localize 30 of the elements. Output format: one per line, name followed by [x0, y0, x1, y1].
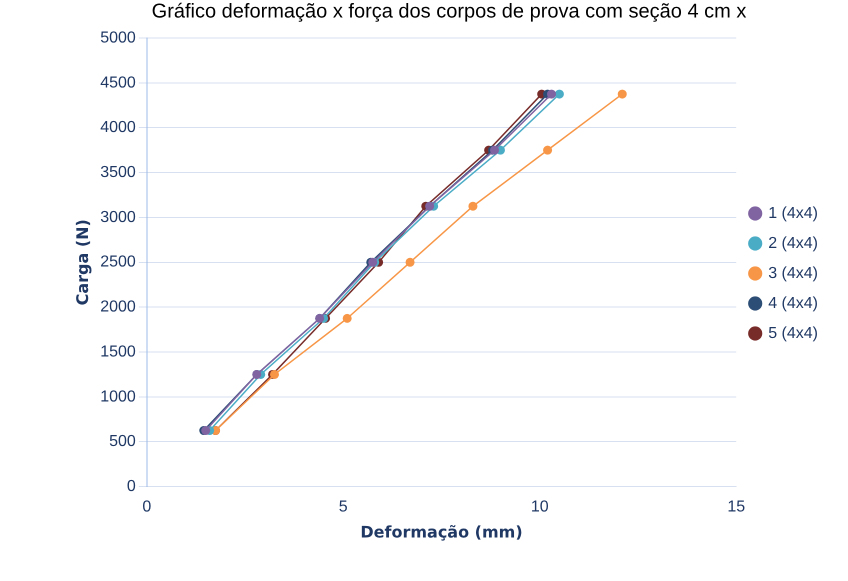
point: [543, 146, 552, 155]
x-axis-title: Deformação (mm): [360, 522, 523, 542]
point: [406, 258, 415, 267]
point: [547, 90, 556, 99]
x-tick-label: 15: [727, 498, 746, 516]
y-tick-label: 3000: [100, 208, 136, 226]
y-axis-title: Carga (N): [72, 219, 92, 306]
legend-label: 3 (4x4): [768, 264, 818, 282]
legend-label: 4 (4x4): [768, 294, 818, 312]
y-tick-label: 500: [109, 433, 136, 450]
y-tick-label: 2000: [100, 298, 136, 316]
point: [618, 90, 627, 99]
point: [342, 314, 352, 323]
legend-label: 2 (4x4): [768, 234, 818, 252]
x-tick-label: 0: [142, 498, 152, 516]
point: [554, 90, 564, 99]
legend-label: 5 (4x4): [768, 324, 818, 342]
y-tick-label: 4500: [100, 74, 136, 92]
y-tick-label: 2500: [100, 254, 136, 271]
y-tick-label: 5000: [100, 29, 136, 46]
chart-title: Gráfico deformação x força dos corpos de prova com seção 4 cm x: [152, 0, 746, 23]
x-tick-label: 5: [338, 498, 348, 516]
y-tick-label: 3500: [100, 164, 136, 181]
y-tick-label: 1000: [100, 388, 136, 406]
y-tick-label: 4000: [100, 119, 136, 136]
legend-label: 1 (4x4): [768, 204, 818, 222]
point: [468, 202, 478, 211]
x-tick-label: 10: [530, 498, 549, 516]
y-tick-label: 0: [126, 478, 136, 496]
y-tick-label: 1500: [100, 343, 136, 360]
